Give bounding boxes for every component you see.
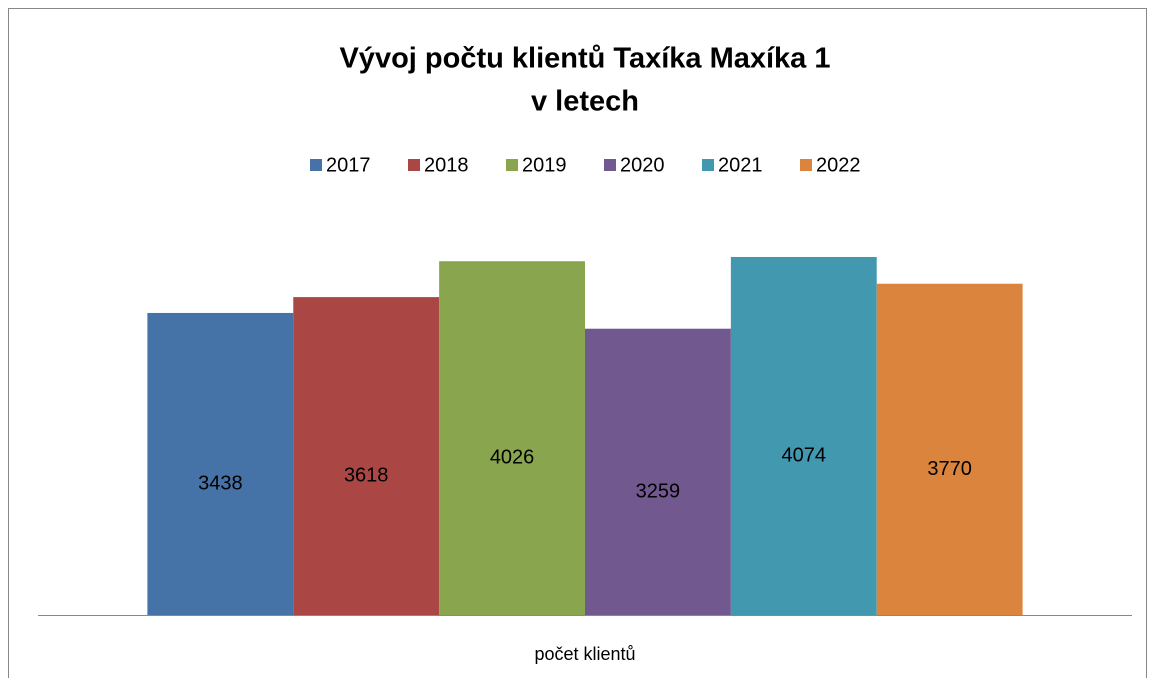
bar bbox=[439, 261, 585, 616]
legend-label: 2019 bbox=[522, 154, 567, 176]
legend-label: 2022 bbox=[816, 154, 861, 176]
data-label: 4074 bbox=[782, 445, 827, 467]
legend-swatch bbox=[506, 159, 518, 171]
data-label: 3438 bbox=[198, 473, 243, 495]
legend-swatch bbox=[702, 159, 714, 171]
bar bbox=[730, 256, 877, 616]
bar bbox=[876, 283, 1023, 616]
legend-label: 2020 bbox=[620, 154, 665, 176]
x-tick-label: počet klientů bbox=[534, 644, 635, 664]
legend-swatch bbox=[408, 159, 420, 171]
legend-swatch bbox=[800, 159, 812, 171]
chart-title: v letech bbox=[531, 86, 639, 118]
data-label: 3259 bbox=[636, 480, 681, 502]
legend-label: 2021 bbox=[718, 154, 763, 176]
bar bbox=[585, 328, 731, 616]
data-label: 4026 bbox=[490, 447, 535, 469]
data-label: 3618 bbox=[344, 465, 389, 487]
data-label: 3770 bbox=[927, 458, 972, 480]
legend-swatch bbox=[604, 159, 616, 171]
legend-swatch bbox=[310, 159, 322, 171]
chart-border bbox=[8, 8, 1147, 678]
legend-label: 2017 bbox=[326, 154, 371, 176]
chart-title: Vývoj počtu klientů Taxíka Maxíka 1 bbox=[339, 43, 830, 75]
bar bbox=[293, 297, 440, 616]
bar bbox=[147, 312, 294, 616]
legend-label: 2018 bbox=[424, 154, 469, 176]
